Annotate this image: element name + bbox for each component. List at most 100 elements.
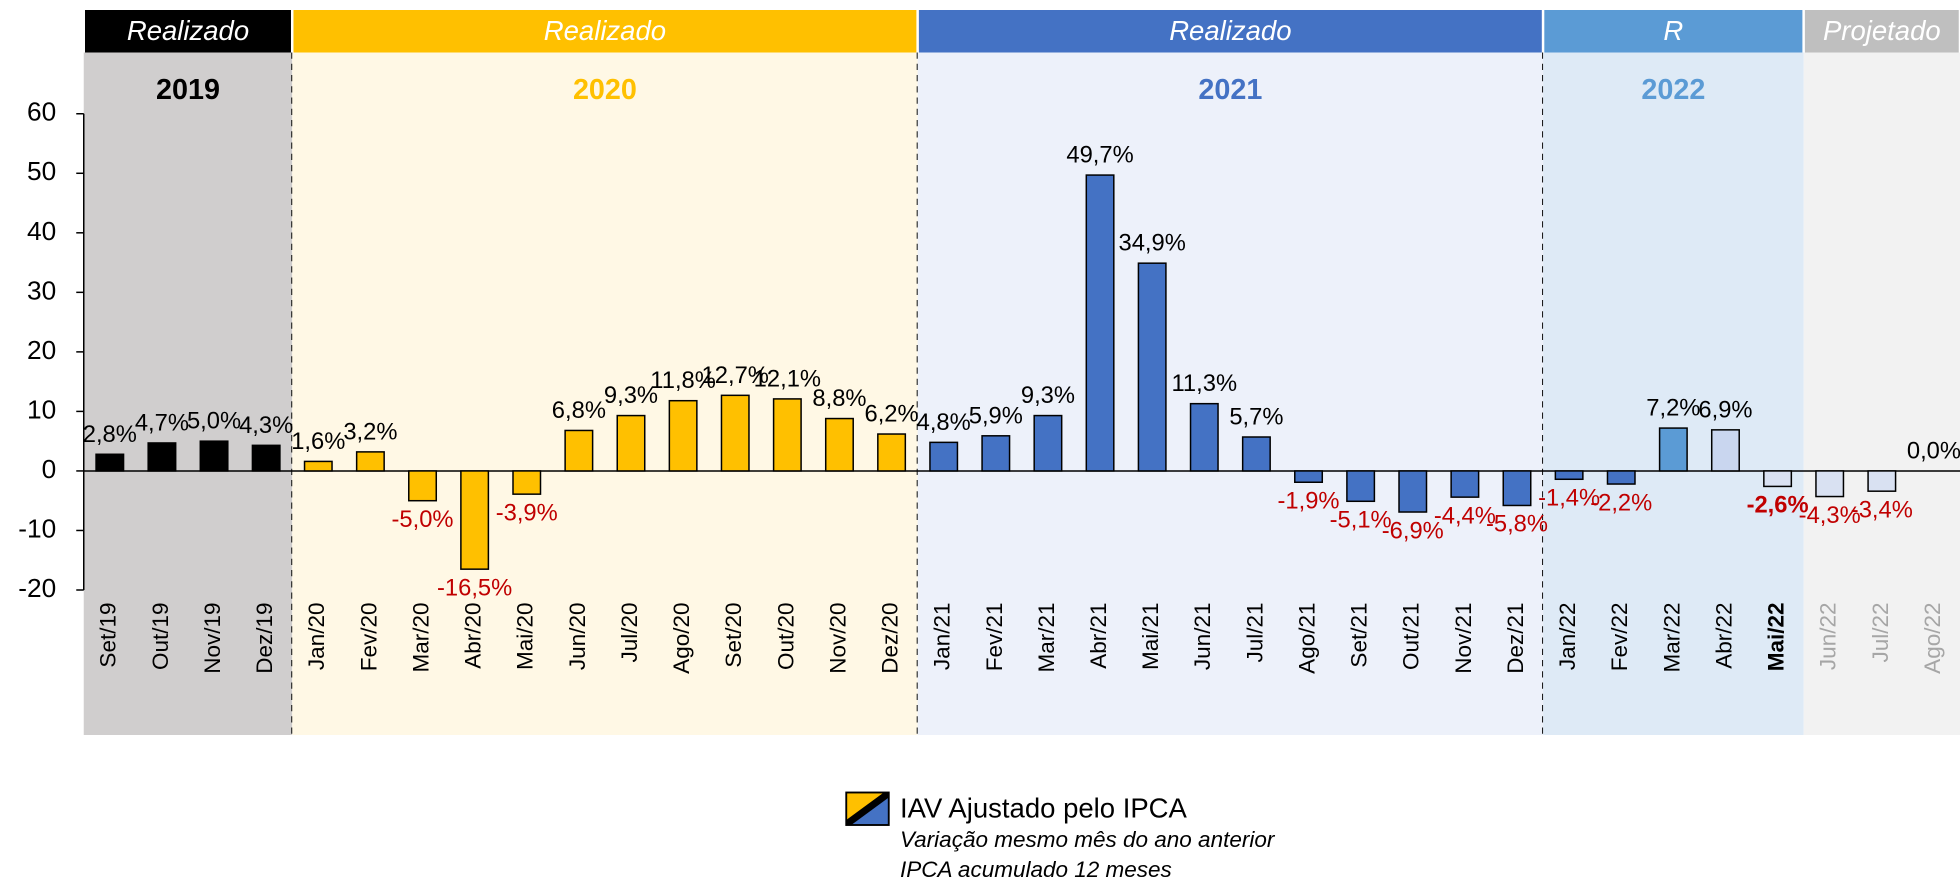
bar [1815, 470, 1845, 498]
x-tick-label: Jul/21 [1242, 603, 1267, 663]
data-label: 3,2% [343, 418, 397, 445]
data-label: 5,9% [969, 402, 1023, 429]
x-tick-label: Dez/21 [1503, 603, 1528, 674]
bar [1189, 402, 1219, 472]
y-tick-label: 10 [27, 394, 56, 424]
data-label: -2,6% [1747, 492, 1809, 519]
data-label: -2,2% [1590, 489, 1652, 516]
data-label: 11,8% [650, 367, 716, 394]
x-tick-label: Fev/20 [356, 603, 381, 672]
legend-icon [846, 792, 889, 825]
data-label: 2,8% [83, 421, 137, 448]
x-tick-label: Mar/21 [1034, 603, 1059, 673]
data-label: 6,8% [552, 397, 606, 424]
data-label: -6,9% [1382, 517, 1444, 544]
x-tick-label: Nov/21 [1451, 603, 1476, 674]
x-tick-label: Mai/21 [1138, 603, 1163, 671]
x-tick-label: Ago/22 [1920, 603, 1945, 674]
bar [1763, 470, 1793, 488]
x-tick-label: Out/21 [1399, 603, 1424, 671]
x-tick-label: Dez/19 [252, 603, 277, 674]
section-header-label: Realizado [544, 15, 666, 46]
section-header-label: Projetado [1823, 15, 1941, 46]
bar [1710, 429, 1740, 472]
y-tick-label: 20 [27, 335, 56, 365]
data-label: 6,2% [865, 401, 919, 428]
section-background [83, 52, 293, 735]
data-label: 4,8% [917, 409, 971, 436]
section-header-label: R [1663, 15, 1683, 46]
data-label: 34,9% [1118, 230, 1185, 257]
y-tick-label: 0 [42, 454, 57, 484]
section-header [1804, 10, 1959, 53]
data-label: 5,0% [187, 408, 241, 435]
section-background [292, 52, 918, 735]
bar [355, 451, 385, 472]
legend: IAV Ajustado pelo IPCA Variação mesmo mê… [845, 791, 1276, 882]
data-label: 4,7% [135, 409, 189, 436]
y-tick-label: 40 [27, 216, 56, 246]
x-tick-label: Out/19 [148, 603, 173, 671]
x-tick-label: Jan/21 [930, 603, 955, 671]
section-year: 2019 [156, 74, 220, 106]
legend-icon [845, 791, 890, 826]
bar [251, 444, 281, 472]
x-tick-label: Abr/22 [1711, 603, 1736, 669]
section-header [293, 10, 917, 53]
section-header [918, 10, 1542, 53]
section-background [1543, 52, 1804, 735]
section-year: 2022 [1641, 74, 1705, 106]
data-label: -3,9% [496, 499, 558, 526]
data-label: -5,8% [1486, 511, 1548, 538]
bar [1085, 174, 1115, 472]
legend-label: IAV Ajustado pelo IPCA [900, 792, 1188, 823]
plot: Realizado 2019 Realizado 2020 Realizado 2021 R… [18, 10, 1960, 736]
y-tick-label: 50 [27, 156, 56, 186]
data-label: -16,5% [437, 574, 512, 601]
data-label: -1,4% [1538, 485, 1600, 512]
bar [772, 398, 802, 472]
data-label: -3,4% [1851, 496, 1913, 523]
x-tick-label: Mar/22 [1659, 603, 1684, 673]
section-header-label: Realizado [127, 15, 249, 46]
x-tick-label: Set/19 [96, 603, 121, 668]
x-tick-label: Set/20 [721, 603, 746, 668]
data-label: 6,9% [1698, 396, 1752, 423]
data-label: 5,7% [1229, 404, 1283, 431]
x-tick-label: Ago/20 [669, 603, 694, 674]
x-tick-label: Dez/20 [878, 603, 903, 674]
x-tick-label: Jul/22 [1868, 603, 1893, 663]
bar [1398, 470, 1428, 513]
bar [564, 429, 594, 472]
data-label: -5,0% [391, 506, 453, 533]
x-tick-label: Mar/20 [408, 603, 433, 673]
bar [1606, 470, 1636, 485]
legend-note: Variação mesmo mês do ano anterior [900, 827, 1276, 852]
x-tick-label: Jun/22 [1816, 603, 1841, 671]
data-label: 9,3% [1021, 382, 1075, 409]
x-tick-label: Fev/22 [1607, 603, 1632, 672]
bar [877, 433, 907, 472]
x-tick-label: Jul/20 [617, 603, 642, 663]
x-tick-label: Jan/20 [304, 603, 329, 671]
x-tick-label: Mai/22 [1764, 603, 1789, 672]
bar [1867, 470, 1897, 492]
bar [824, 417, 854, 472]
data-label: 12,1% [754, 365, 821, 392]
x-tick-label: Jun/21 [1190, 603, 1215, 671]
x-tick-label: Nov/19 [200, 603, 225, 674]
legend-note: IPCA acumulado 12 meses [900, 857, 1172, 882]
bar [512, 470, 542, 495]
data-label: 12,7% [702, 362, 769, 389]
x-tick-label: Jan/22 [1555, 603, 1580, 671]
section-header [85, 10, 291, 53]
x-tick-label: Abr/21 [1086, 603, 1111, 669]
bar [616, 414, 646, 472]
section-year: 2021 [1198, 74, 1262, 106]
x-tick-label: Jun/20 [565, 603, 590, 671]
bar [1554, 470, 1584, 481]
bar [1502, 470, 1532, 507]
bar [1294, 470, 1324, 483]
data-label: -5,1% [1330, 507, 1392, 534]
